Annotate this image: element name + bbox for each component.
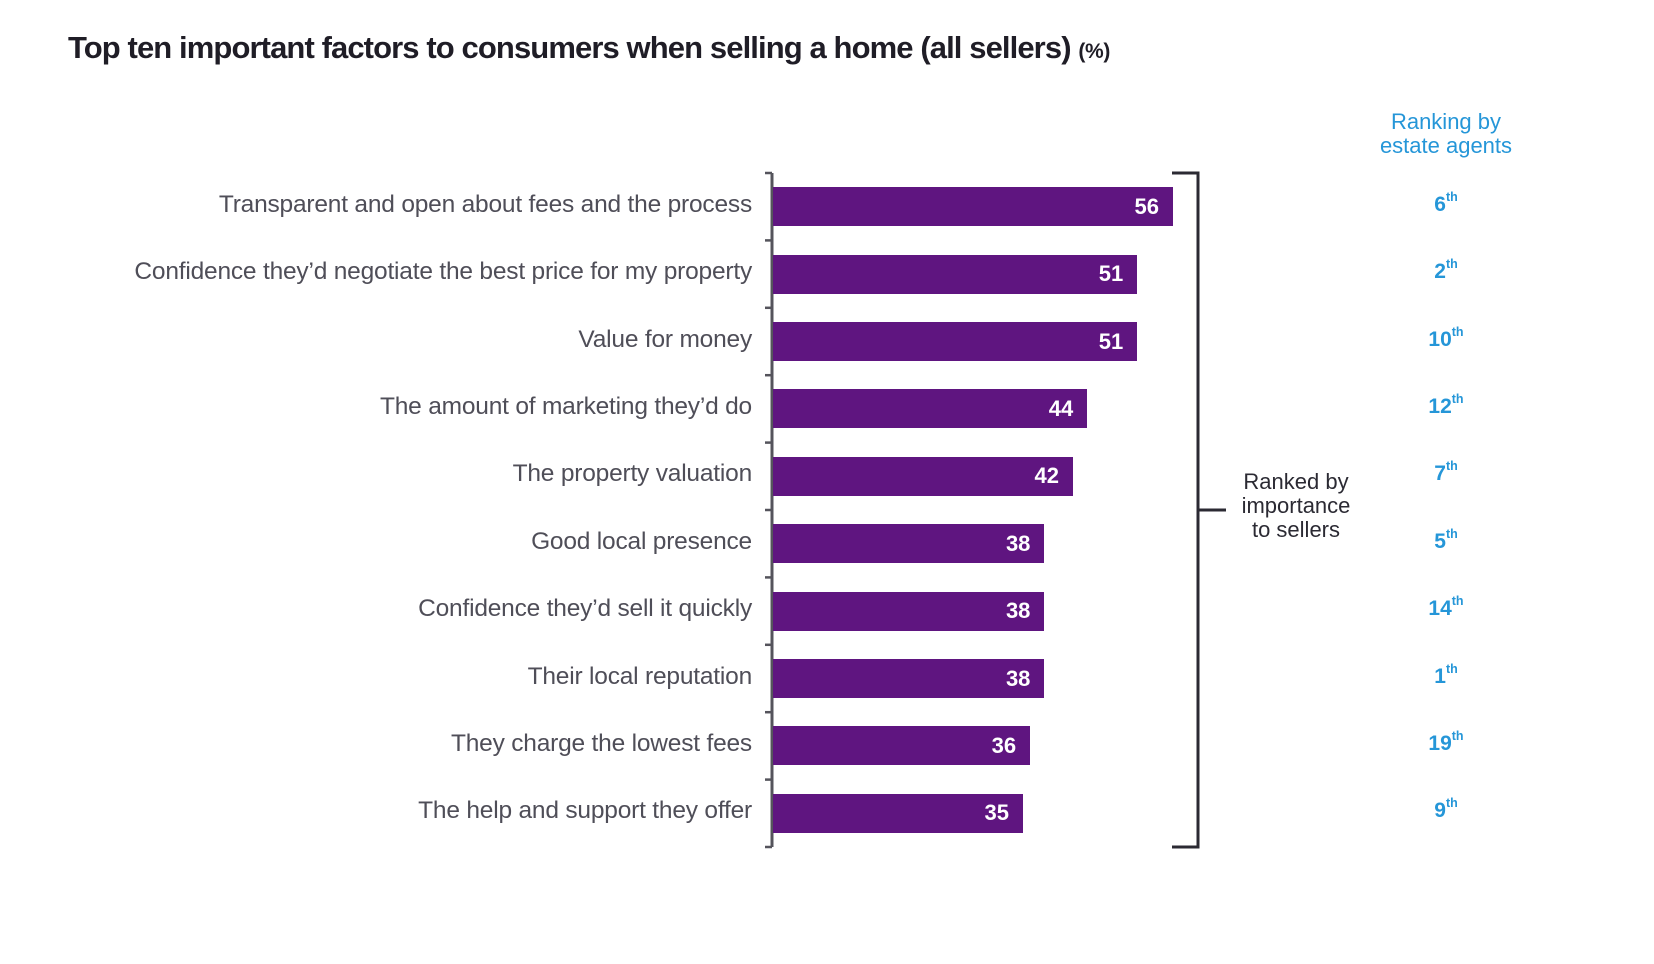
bar <box>773 591 1045 631</box>
bar <box>773 389 1088 429</box>
agent-ranking-number: 12 <box>1428 394 1452 418</box>
agent-ranking-number: 5 <box>1434 529 1446 553</box>
bracket-label-line-1: Ranked by <box>1243 469 1349 494</box>
bar <box>773 524 1045 564</box>
bar <box>773 456 1073 496</box>
bar-value-label: 38 <box>1005 665 1031 691</box>
agent-ranking: 12th <box>1400 391 1492 419</box>
agent-ranking-number: 2 <box>1434 260 1446 284</box>
agent-ranking-number: 9 <box>1434 799 1446 823</box>
bracket-label-line-3: to sellers <box>1251 517 1341 542</box>
bar-value-label: 44 <box>1048 395 1074 421</box>
agent-ranking: 14th <box>1400 594 1492 621</box>
bar-value-label: 38 <box>1005 598 1031 624</box>
agent-ranking-suffix: th <box>1445 189 1458 204</box>
agent-ranking: 2th <box>1400 257 1492 284</box>
bar-value-label: 38 <box>1005 530 1031 556</box>
bar-value-label: 56 <box>1134 193 1159 219</box>
agent-ranking-suffix: th <box>1445 661 1458 676</box>
bar <box>773 659 1045 698</box>
agent-ranking: 6th <box>1400 189 1492 217</box>
category-label: Good local presence <box>531 527 752 555</box>
agent-ranking: 1th <box>1400 661 1492 689</box>
chart-title-unit: (%) <box>1078 40 1111 63</box>
category-label: Their local reputation <box>527 662 753 690</box>
agent-ranking-number: 7 <box>1434 462 1446 486</box>
agent-ranking-suffix: th <box>1445 526 1458 541</box>
chart-title: Top ten important factors to consumers w… <box>68 30 1110 66</box>
bar-value-label: 51 <box>1098 328 1124 354</box>
category-label: The property valuation <box>512 460 753 488</box>
ranking-column-header: Ranking by estate agents <box>1360 110 1532 158</box>
chart-title-text: Top ten important factors to consumers w… <box>68 30 1072 65</box>
bar <box>773 726 1031 766</box>
agent-ranking-suffix: th <box>1445 796 1458 811</box>
agent-ranking: 10th <box>1400 324 1492 352</box>
bar <box>773 254 1138 294</box>
category-label: The help and support they offer <box>418 797 752 825</box>
agent-ranking-suffix: th <box>1451 594 1464 609</box>
agent-ranking-suffix: th <box>1445 459 1458 474</box>
agent-ranking-number: 14 <box>1428 597 1452 621</box>
agent-ranking: 7th <box>1400 459 1492 486</box>
bar-value-label: 35 <box>984 800 1009 826</box>
bracket-label: Ranked by importance to sellers <box>1226 470 1366 542</box>
agent-ranking-number: 6 <box>1434 192 1446 216</box>
agent-ranking-number: 10 <box>1428 327 1452 351</box>
bar-value-label: 36 <box>991 732 1017 758</box>
bar <box>773 322 1138 361</box>
ranking-header-line-2: estate agents <box>1379 133 1513 158</box>
category-label: Value for money <box>578 325 752 353</box>
agent-ranking-suffix: th <box>1451 728 1464 743</box>
bar <box>773 793 1023 833</box>
agent-ranking: 19th <box>1400 728 1492 756</box>
ranking-header-line-1: Ranking by <box>1390 109 1502 134</box>
bracket-label-line-2: importance <box>1241 493 1351 518</box>
agent-ranking-suffix: th <box>1445 257 1458 272</box>
bar-value-label: 51 <box>1098 261 1124 287</box>
agent-ranking-number: 19 <box>1428 731 1452 755</box>
agent-ranking-suffix: th <box>1451 324 1464 339</box>
agent-ranking: 9th <box>1400 796 1492 823</box>
category-label: They charge the lowest fees <box>450 729 752 757</box>
category-label: Confidence they’d sell it quickly <box>418 595 752 623</box>
agent-ranking-number: 1 <box>1434 664 1446 688</box>
category-label: The amount of marketing they’d do <box>379 392 752 420</box>
category-label: Transparent and open about fees and the … <box>218 190 752 218</box>
agent-ranking-suffix: th <box>1451 391 1464 406</box>
bar-value-label: 42 <box>1034 463 1059 489</box>
bar <box>773 187 1173 227</box>
category-label: Confidence they’d negotiate the best pri… <box>134 258 752 286</box>
agent-ranking: 5th <box>1400 526 1492 554</box>
